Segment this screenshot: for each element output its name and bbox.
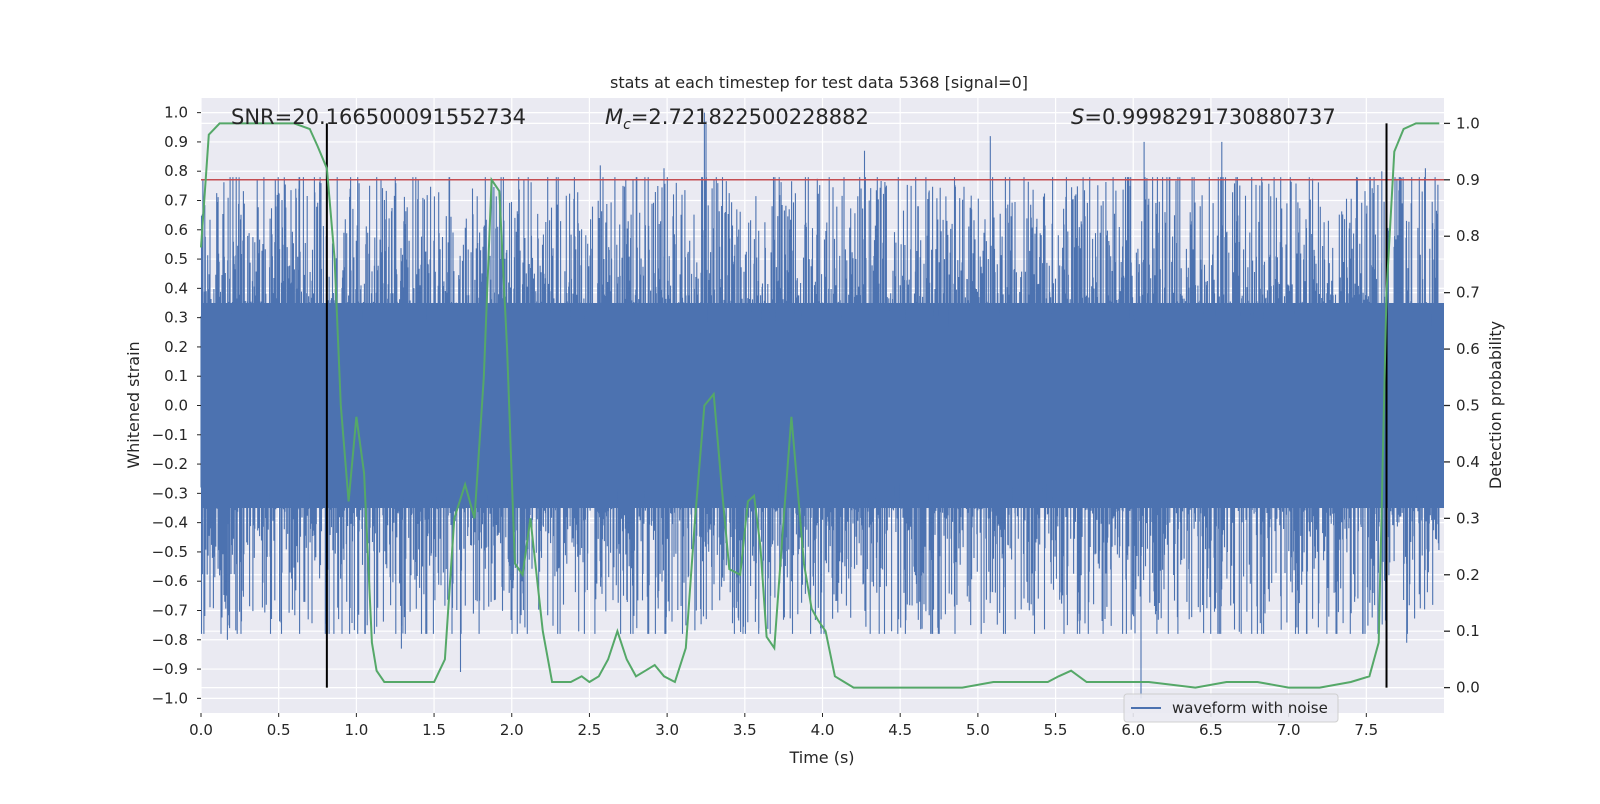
legend: waveform with noise: [1123, 693, 1339, 723]
y2-tick-label: 0.4: [1456, 453, 1480, 471]
y-tick-label: 0.1: [164, 367, 188, 385]
x-axis-label: Time (s): [788, 748, 854, 767]
y-tick-label: 0.8: [164, 162, 188, 180]
y2-tick-label: 1.0: [1456, 114, 1480, 132]
y-tick-label: −0.3: [152, 484, 188, 502]
chart-title: stats at each timestep for test data 536…: [610, 73, 1028, 92]
s-annotation: S=0.9998291730880737: [1071, 105, 1336, 129]
y2-axis-ticks: 1.0 0.9 0.8 0.7 0.6 0.5 0.4 0.3 0.2 0.1 0.0: [1444, 114, 1480, 697]
x-tick-label: 5.0: [966, 721, 990, 739]
y2-tick-label: 0.0: [1456, 679, 1480, 697]
y2-tick-label: 0.7: [1456, 284, 1480, 302]
y2-tick-label: 0.6: [1456, 340, 1480, 358]
x-tick-label: 0.0: [189, 721, 213, 739]
y-tick-label: 0.5: [164, 250, 188, 268]
y-tick-label: 0.2: [164, 338, 188, 356]
y-tick-label: 0.7: [164, 192, 188, 210]
markers: [201, 123, 1444, 688]
y-tick-label: −1.0: [152, 689, 188, 707]
y-tick-label: −0.7: [152, 602, 188, 620]
mc-value: =2.721822500228882: [631, 105, 869, 129]
annotations: SNR=20.166500091552734 Mc=2.721822500228…: [231, 105, 1336, 133]
probability-line: [200, 122, 1440, 689]
waveform-line: [200, 112, 1440, 699]
x-tick-label: 3.0: [655, 721, 679, 739]
s-symbol: S: [1071, 105, 1084, 129]
x-tick-label: 6.0: [1121, 721, 1145, 739]
y-tick-label: −0.8: [152, 631, 188, 649]
y2-tick-label: 0.5: [1456, 397, 1480, 415]
y-tick-label: −0.5: [152, 543, 188, 561]
y-tick-label: 0.0: [164, 397, 188, 415]
y-axis-label: Whitened strain: [124, 341, 143, 468]
snr-annotation: SNR=20.166500091552734: [231, 105, 526, 129]
y-axis-ticks: 1.0 0.9 0.8 0.7 0.6 0.5 0.4 0.3 0.2 0.1 0.0 −0.1 −0.…: [152, 104, 201, 707]
x-tick-label: 0.5: [267, 721, 291, 739]
x-tick-label: 5.5: [1044, 721, 1068, 739]
y2-tick-label: 0.8: [1456, 227, 1480, 245]
s-value: =0.9998291730880737: [1084, 105, 1335, 129]
y-tick-label: −0.6: [152, 572, 188, 590]
x-tick-label: 6.5: [1199, 721, 1223, 739]
y2-axis-label: Detection probability: [1486, 321, 1505, 489]
y-tick-label: 0.4: [164, 279, 188, 297]
y-tick-label: 1.0: [164, 104, 188, 122]
y-tick-label: 0.6: [164, 221, 188, 239]
y-tick-label: 0.3: [164, 309, 188, 327]
x-tick-label: 1.0: [344, 721, 368, 739]
y2-tick-label: 0.1: [1456, 622, 1480, 640]
waveform-series: [200, 112, 1444, 699]
y2-tick-label: 0.9: [1456, 171, 1480, 189]
x-tick-label: 4.0: [811, 721, 835, 739]
x-tick-label: 2.0: [500, 721, 524, 739]
y-tick-label: −0.1: [152, 426, 188, 444]
legend-label: waveform with noise: [1172, 699, 1328, 717]
legend-box: [1123, 693, 1339, 723]
y-tick-label: −0.9: [152, 660, 188, 678]
x-tick-label: 4.5: [888, 721, 912, 739]
y-tick-label: −0.2: [152, 455, 188, 473]
y2-tick-label: 0.3: [1456, 509, 1480, 527]
x-tick-label: 7.0: [1277, 721, 1301, 739]
mc-subscript: c: [623, 117, 631, 133]
x-axis-ticks: 0.0 0.5 1.0 1.5 2.0 2.5 3.0 3.5 4.0 4.5 5.0 5.5 6.0 6…: [189, 713, 1378, 739]
mc-annotation: Mc=2.721822500228882: [605, 105, 869, 133]
x-tick-label: 1.5: [422, 721, 446, 739]
x-tick-label: 3.5: [733, 721, 757, 739]
y2-tick-label: 0.2: [1456, 566, 1480, 584]
x-tick-label: 7.5: [1354, 721, 1378, 739]
y-tick-label: 0.9: [164, 133, 188, 151]
x-tick-label: 2.5: [578, 721, 602, 739]
y-tick-label: −0.4: [152, 514, 188, 532]
mc-symbol: M: [605, 105, 623, 129]
